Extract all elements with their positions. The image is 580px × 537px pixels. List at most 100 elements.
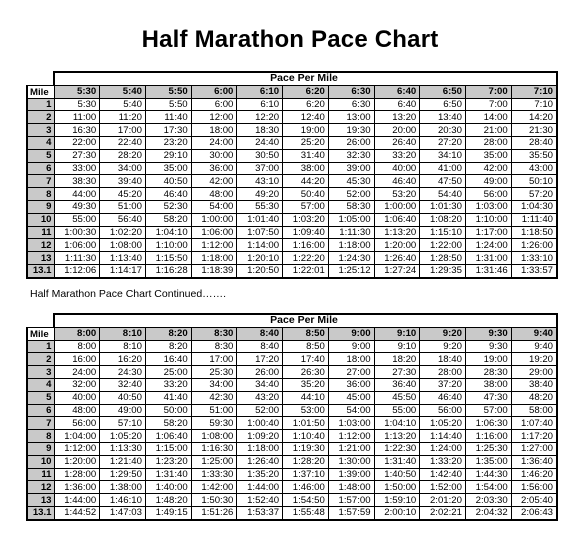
time-cell: 1:10:00 — [144, 238, 192, 253]
time-cell: 1:11:40 — [510, 212, 558, 227]
table-row: 6 48:00 49:00 50:00 51:00 52:00 53:00 54:00 55:0… — [26, 403, 558, 418]
time-cell: 47:50 — [419, 174, 466, 189]
table-row: 1 8:00 8:10 8:20 8:30 8:40 8:50 9:00 9:10 9:20 9:3… — [26, 339, 558, 354]
time-cell: 14:00 — [464, 110, 512, 125]
time-cell: 44:10 — [282, 390, 329, 405]
time-cell: 44:20 — [282, 174, 329, 189]
time-cell: 23:20 — [144, 135, 192, 150]
time-cell: 1:27:24 — [373, 263, 421, 279]
time-cell: 54:40 — [419, 187, 466, 201]
time-cell: 1:52:00 — [419, 480, 466, 495]
time-cell: 19:00 — [282, 123, 329, 137]
time-cell: 16:20 — [99, 352, 146, 367]
pace-column-header: 5:30 — [53, 84, 101, 99]
time-cell: 1:33:20 — [419, 454, 466, 469]
time-cell: 8:30 — [190, 339, 238, 354]
table-row: 5 27:30 28:20 29:10 30:00 30:50 31:40 32:30 33:2… — [26, 148, 558, 163]
pace-column-header: 8:20 — [144, 326, 192, 341]
time-cell: 9:20 — [419, 339, 466, 354]
time-cell: 2:02:21 — [419, 505, 466, 521]
time-cell: 30:50 — [236, 148, 284, 163]
time-cell: 58:20 — [144, 212, 192, 227]
table-row: 13 1:44:00 1:46:10 1:48:20 1:50:30 1:52:40 1:5… — [26, 493, 558, 507]
mile-column-header: Mile — [26, 84, 55, 99]
pace-column-header: 6:10 — [236, 84, 284, 99]
time-cell: 40:50 — [99, 390, 146, 405]
time-cell: 33:20 — [373, 148, 421, 163]
time-cell: 16:30 — [53, 123, 101, 137]
mile-cell: 9 — [26, 199, 55, 214]
time-cell: 52:00 — [236, 403, 284, 418]
time-cell: 1:13:20 — [373, 429, 421, 443]
table-row: 4 32:00 32:40 33:20 34:00 34:40 35:20 36:00 36:4… — [26, 377, 558, 392]
pace-column-header: 7:00 — [464, 84, 512, 99]
time-cell: 1:14:40 — [419, 429, 466, 443]
time-cell: 55:00 — [373, 403, 421, 418]
time-cell: 32:40 — [99, 377, 146, 392]
table-row: 1 5:30 5:40 5:50 6:00 6:10 6:20 6:30 6:40 6:50 7:0… — [26, 97, 558, 112]
time-cell: 42:00 — [190, 174, 238, 189]
time-cell: 1:09:20 — [236, 429, 284, 443]
pace-column-header: 7:10 — [510, 84, 558, 99]
time-cell: 49:00 — [464, 174, 512, 189]
time-cell: 17:40 — [282, 352, 329, 367]
time-cell: 1:16:30 — [190, 441, 238, 456]
time-cell: 2:04:32 — [464, 505, 512, 521]
time-cell: 2:03:30 — [464, 493, 512, 507]
time-cell: 1:54:00 — [464, 480, 512, 495]
time-cell: 2:05:40 — [510, 493, 558, 507]
time-cell: 25:30 — [190, 365, 238, 379]
time-cell: 1:47:03 — [99, 505, 146, 521]
time-cell: 12:20 — [236, 110, 284, 125]
time-cell: 24:00 — [190, 135, 238, 150]
time-cell: 54:00 — [190, 199, 238, 214]
pace-per-mile-label: Pace Per Mile — [53, 312, 558, 328]
time-cell: 1:04:00 — [53, 429, 101, 443]
time-cell: 11:00 — [53, 110, 101, 125]
time-cell: 17:20 — [236, 352, 284, 367]
time-cell: 16:40 — [144, 352, 192, 367]
time-cell: 29:00 — [510, 365, 558, 379]
table-row: 4 22:00 22:40 23:20 24:00 24:40 25:20 26:00 26:4… — [26, 135, 558, 150]
time-cell: 1:03:00 — [327, 416, 375, 431]
time-cell: 1:39:00 — [327, 467, 375, 482]
time-cell: 1:02:20 — [99, 225, 146, 240]
table-row: 3 24:00 24:30 25:00 25:30 26:00 26:30 27:00 27:3… — [26, 365, 558, 379]
time-cell: 1:29:35 — [419, 263, 466, 279]
time-cell: 55:00 — [53, 212, 101, 227]
time-cell: 52:00 — [327, 187, 375, 201]
time-cell: 8:20 — [144, 339, 192, 354]
time-cell: 1:07:40 — [510, 416, 558, 431]
time-cell: 1:22:30 — [373, 441, 421, 456]
time-cell: 21:00 — [464, 123, 512, 137]
time-cell: 1:08:00 — [99, 238, 146, 253]
table-row: 3 16:30 17:00 17:30 18:00 18:30 19:00 19:30 20:0… — [26, 123, 558, 137]
time-cell: 2:00:10 — [373, 505, 421, 521]
time-cell: 11:20 — [99, 110, 146, 125]
time-cell: 49:30 — [53, 199, 101, 214]
time-cell: 1:11:30 — [327, 225, 375, 240]
time-cell: 43:00 — [510, 161, 558, 176]
time-cell: 1:18:50 — [510, 225, 558, 240]
mile-cell: 5 — [26, 390, 55, 405]
time-cell: 39:00 — [327, 161, 375, 176]
time-cell: 58:30 — [327, 199, 375, 214]
time-cell: 1:36:00 — [53, 480, 101, 495]
time-cell: 33:20 — [144, 377, 192, 392]
pace-column-header: 8:30 — [190, 326, 238, 341]
time-cell: 1:44:52 — [53, 505, 101, 521]
time-cell: 1:59:10 — [373, 493, 421, 507]
time-cell: 19:30 — [327, 123, 375, 137]
time-cell: 53:20 — [373, 187, 421, 201]
time-cell: 25:20 — [282, 135, 329, 150]
time-cell: 34:00 — [99, 161, 146, 176]
time-cell: 27:20 — [419, 135, 466, 150]
pace-table-2: Pace Per Mile Mile 8:00 8:10 8:20 8:30 8:40 8:5… — [26, 312, 558, 521]
time-cell: 1:14:00 — [236, 238, 284, 253]
time-cell: 1:36:40 — [510, 454, 558, 469]
time-cell: 1:20:00 — [373, 238, 421, 253]
time-cell: 1:57:00 — [327, 493, 375, 507]
mile-cell: 7 — [26, 416, 55, 431]
table-row: 9 1:12:00 1:13:30 1:15:00 1:16:30 1:18:00 1:19… — [26, 441, 558, 456]
time-cell: 1:26:00 — [510, 238, 558, 253]
